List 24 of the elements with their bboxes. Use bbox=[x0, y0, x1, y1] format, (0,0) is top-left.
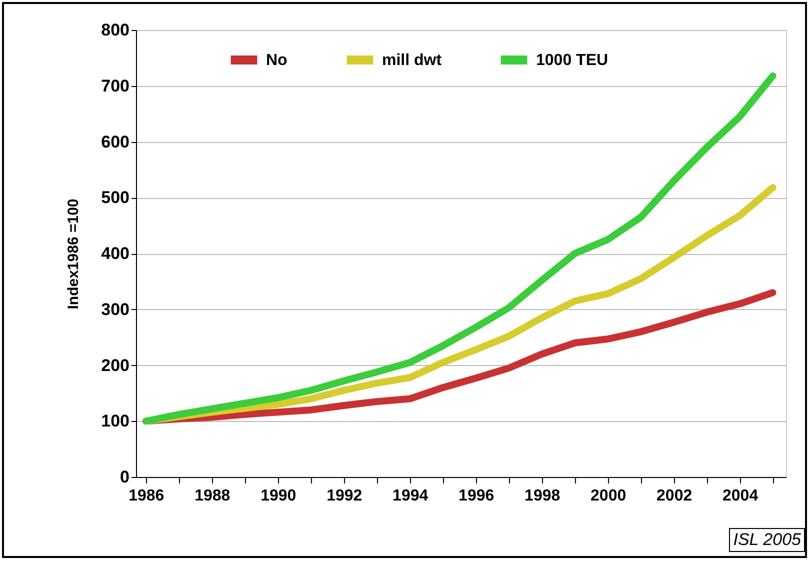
text: ISL 2005 bbox=[729, 528, 805, 552]
y-tick-label: 700 bbox=[101, 76, 130, 96]
y-tick-label: 800 bbox=[101, 20, 130, 40]
y-tick-label: 300 bbox=[101, 300, 130, 319]
x-tick-label: 2002 bbox=[656, 488, 692, 504]
legend-label: mill dwt bbox=[382, 52, 442, 69]
x-tick-label: 1990 bbox=[260, 488, 296, 504]
x-tick-label: 1994 bbox=[392, 488, 428, 504]
legend-label: No bbox=[266, 52, 288, 69]
y-tick-label: 0 bbox=[120, 468, 130, 486]
y-tick-label: 600 bbox=[101, 132, 130, 152]
y-tick-label: 400 bbox=[101, 244, 130, 263]
y-tick-label: 200 bbox=[101, 356, 130, 375]
y-tick-label: 500 bbox=[101, 188, 130, 208]
x-tick-label: 2000 bbox=[590, 488, 626, 504]
x-tick-label: 1986 bbox=[128, 488, 164, 504]
y-axis-title: Index1986 =100 bbox=[65, 198, 82, 310]
x-tick-label: 2004 bbox=[722, 488, 758, 504]
x-tick-label: 1996 bbox=[458, 488, 494, 504]
x-tick-label: 1988 bbox=[194, 488, 230, 504]
x-tick-label: 1998 bbox=[524, 488, 560, 504]
y-tick-label: 100 bbox=[101, 412, 130, 431]
legend-label: 1000 TEU bbox=[536, 52, 608, 69]
x-tick-label: 1992 bbox=[326, 488, 362, 504]
